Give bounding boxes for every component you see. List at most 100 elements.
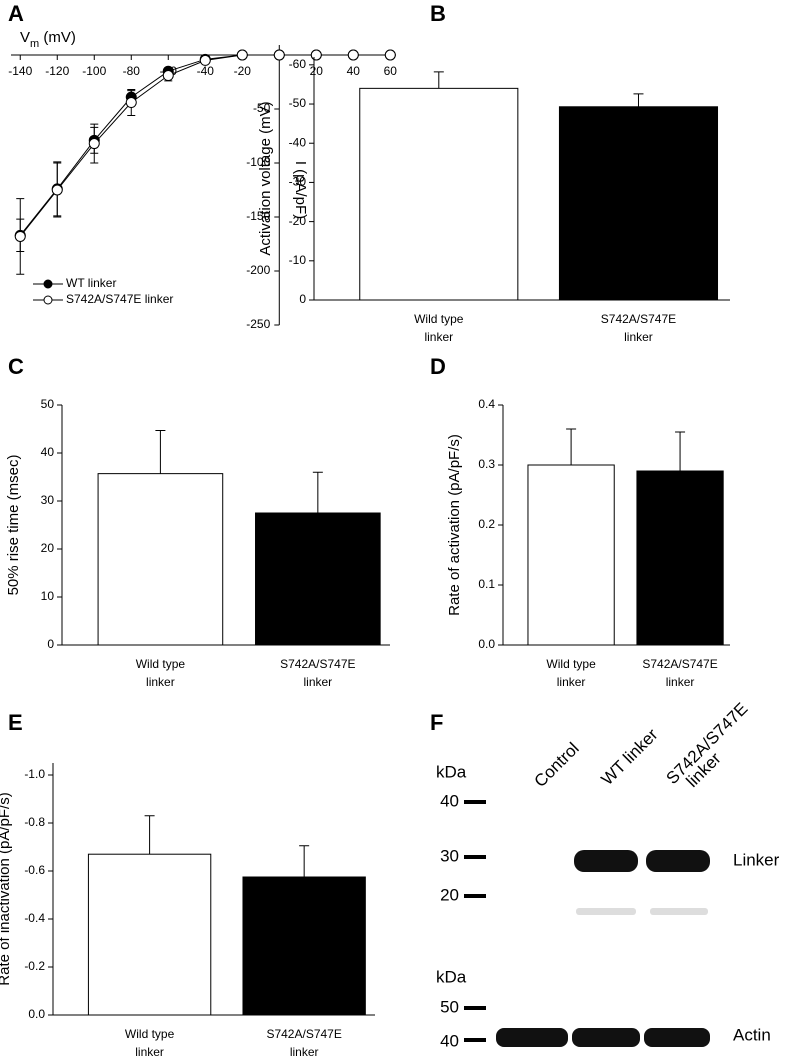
marker-label: 50 bbox=[440, 997, 459, 1016]
x-tick-label: linker bbox=[666, 675, 695, 689]
lane-label: Control bbox=[531, 739, 583, 791]
data-point bbox=[88, 138, 100, 150]
x-tick-label: 20 bbox=[310, 64, 324, 78]
error-bar bbox=[312, 471, 323, 513]
y-axis-label: 50% rise time (msec) bbox=[5, 455, 22, 596]
bar bbox=[636, 470, 724, 646]
y-tick-label: -60 bbox=[289, 57, 307, 71]
x-tick-label: -100 bbox=[82, 64, 106, 78]
error-bar bbox=[155, 429, 166, 474]
bar bbox=[255, 512, 381, 646]
error-bar bbox=[144, 815, 155, 855]
series-line bbox=[19, 54, 391, 237]
x-tick-label: linker bbox=[146, 675, 175, 689]
y-tick-label: 10 bbox=[41, 589, 55, 603]
y-axis-label: Rate of inactivation (pA/pF/s) bbox=[0, 792, 13, 985]
y-tick-label: -250 bbox=[246, 317, 270, 331]
data-point bbox=[125, 97, 137, 109]
marker-label: 40 bbox=[440, 1031, 459, 1050]
x-tick-label: -20 bbox=[234, 64, 252, 78]
bar bbox=[97, 473, 224, 646]
y-tick-label: 20 bbox=[41, 541, 55, 555]
band bbox=[650, 908, 708, 915]
y-tick-label: -50 bbox=[253, 101, 271, 115]
marker-label: 30 bbox=[440, 846, 459, 865]
y-tick-label: 0.2 bbox=[478, 517, 495, 531]
x-tick-label: 40 bbox=[347, 64, 361, 78]
data-point bbox=[384, 49, 396, 61]
band bbox=[574, 850, 638, 872]
y-tick-label: -10 bbox=[289, 253, 307, 267]
series-line bbox=[19, 54, 391, 236]
legend-label: WT linker bbox=[66, 276, 116, 290]
x-tick-label: -80 bbox=[123, 64, 141, 78]
x-tick-label: S742A/S747E bbox=[280, 657, 355, 671]
data-point bbox=[273, 49, 285, 61]
bar bbox=[558, 106, 719, 301]
lane-label: WT linker bbox=[598, 725, 662, 789]
y-axis-label: Rate of activation (pA/pF/s) bbox=[446, 434, 463, 616]
y-tick-label: 0.1 bbox=[478, 577, 495, 591]
band bbox=[576, 908, 636, 915]
error-bar bbox=[433, 71, 444, 89]
y-tick-label: 40 bbox=[41, 445, 55, 459]
x-tick-label: -40 bbox=[197, 64, 215, 78]
x-tick-label: Wild type bbox=[136, 657, 186, 671]
x-axis-label: Vm (mV) bbox=[20, 29, 76, 50]
x-tick-label: linker bbox=[424, 330, 453, 344]
x-tick-label: 60 bbox=[384, 64, 398, 78]
y-tick-label: 0 bbox=[299, 292, 306, 306]
bar bbox=[87, 853, 212, 1016]
band-label: Linker bbox=[733, 850, 780, 869]
x-tick-label: S742A/S747E bbox=[642, 657, 717, 671]
error-bar bbox=[675, 431, 686, 471]
x-tick-label: linker bbox=[290, 1045, 319, 1059]
data-point bbox=[51, 184, 63, 196]
bar bbox=[242, 876, 366, 1016]
western-blot: F kDa 40 30 20 Control WT linker S742A/S… bbox=[430, 699, 780, 1050]
y-tick-label: -40 bbox=[289, 135, 307, 149]
x-tick-label: -120 bbox=[45, 64, 69, 78]
y-tick-label: 50 bbox=[41, 397, 55, 411]
x-tick-label: S742A/S747E bbox=[266, 1027, 341, 1041]
x-tick-label: Wild type bbox=[125, 1027, 175, 1041]
marker-label: 40 bbox=[440, 791, 459, 810]
data-point bbox=[310, 49, 322, 61]
band bbox=[644, 1028, 710, 1047]
y-tick-label: -200 bbox=[246, 263, 270, 277]
band-label: Actin bbox=[733, 1025, 771, 1044]
y-tick-label: 0 bbox=[47, 637, 54, 651]
error-bar bbox=[566, 428, 577, 465]
data-point bbox=[162, 70, 174, 82]
x-tick-label: linker bbox=[135, 1045, 164, 1059]
panel-label: C bbox=[8, 354, 24, 379]
data-point bbox=[347, 49, 359, 61]
band bbox=[646, 850, 710, 872]
x-axis-label-part: (mV) bbox=[39, 29, 76, 46]
y-tick-label: 0.0 bbox=[478, 637, 495, 651]
y-tick-label: -0.8 bbox=[24, 815, 45, 829]
x-tick-label: Wild type bbox=[414, 312, 464, 326]
marker-label: 20 bbox=[440, 885, 459, 904]
x-tick-label: -140 bbox=[8, 64, 32, 78]
y-tick-label: -0.4 bbox=[24, 911, 45, 925]
y-tick-label: -1.0 bbox=[24, 767, 45, 781]
band bbox=[572, 1028, 640, 1047]
panel-label: D bbox=[430, 354, 446, 379]
x-tick-label: linker bbox=[624, 330, 653, 344]
band bbox=[496, 1028, 568, 1047]
panel-label: A bbox=[8, 1, 24, 26]
y-tick-label: -0.2 bbox=[24, 959, 45, 973]
y-tick-label: -150 bbox=[246, 209, 270, 223]
panel-label: B bbox=[430, 1, 446, 26]
unit-label: kDa bbox=[436, 967, 467, 986]
x-axis-label-part: m bbox=[30, 38, 39, 50]
x-axis-label-part: V bbox=[20, 29, 30, 46]
data-point bbox=[14, 230, 26, 242]
y-tick-label: 0.3 bbox=[478, 457, 495, 471]
y-tick-label: -30 bbox=[289, 175, 307, 189]
x-tick-label: Wild type bbox=[546, 657, 596, 671]
data-point bbox=[199, 54, 211, 66]
x-tick-label: linker bbox=[303, 675, 332, 689]
